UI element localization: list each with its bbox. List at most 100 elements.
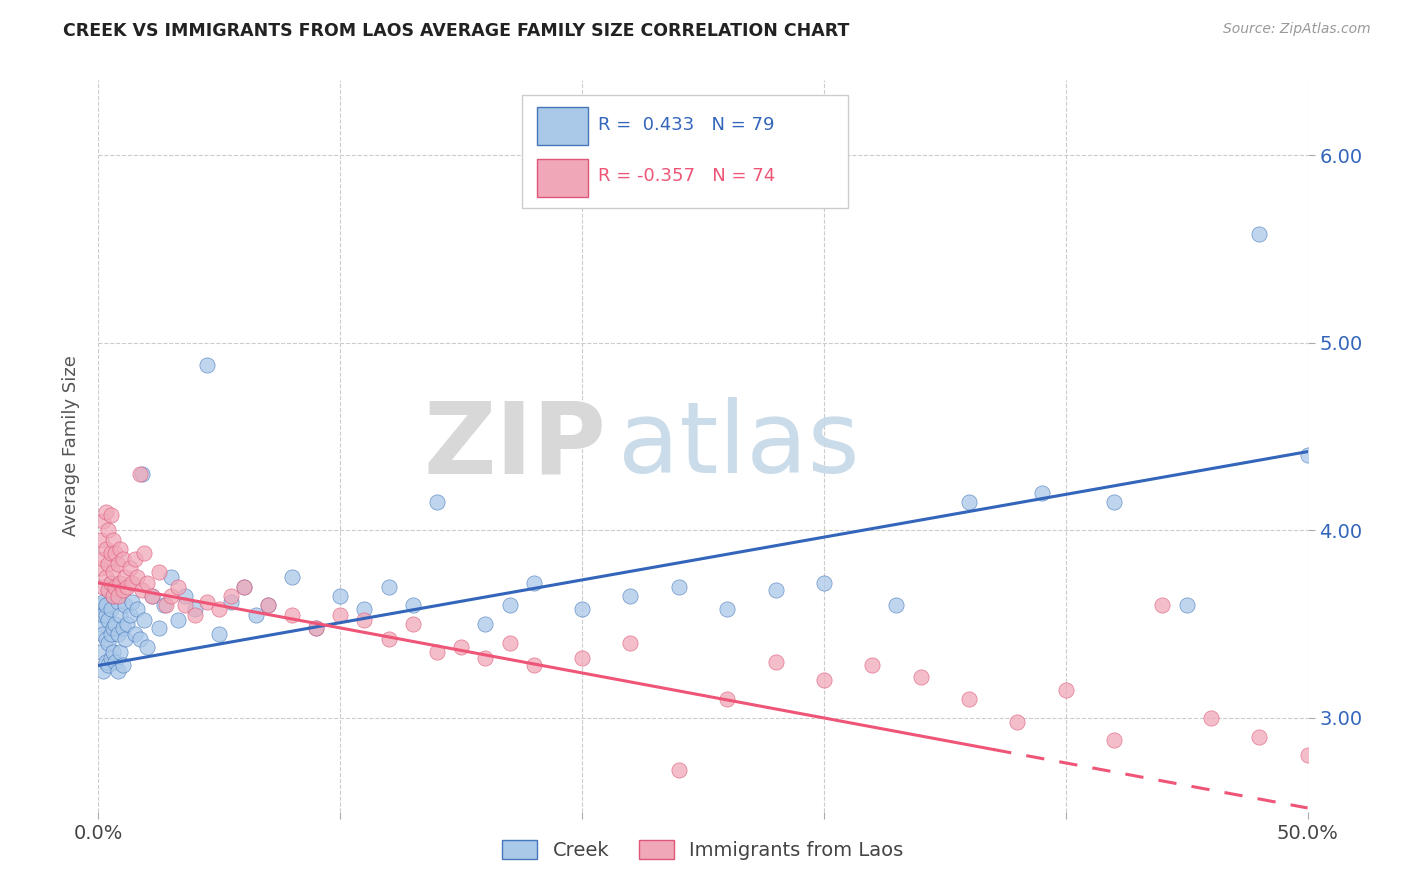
Point (498, 636, 520, 650)
Point (114, 599, 136, 613)
Point (100, 602, 122, 616)
Point (1249, 227, 1271, 241)
Point (184, 607, 207, 622)
Point (127, 570, 149, 584)
Point (100, 546, 122, 560)
Point (90, 617, 112, 632)
Point (1249, 730, 1271, 744)
Point (91, 607, 114, 622)
Legend: Creek, Immigrants from Laos: Creek, Immigrants from Laos (495, 831, 911, 868)
Point (221, 589, 243, 603)
Point (91, 551, 114, 566)
Point (1296, 748, 1319, 763)
Point (101, 533, 124, 547)
Point (101, 589, 124, 603)
Point (97, 636, 120, 650)
Point (114, 632, 136, 647)
Point (886, 599, 908, 613)
Point (91, 664, 114, 678)
FancyBboxPatch shape (537, 159, 588, 196)
Point (97, 524, 120, 538)
Y-axis label: Average Family Size: Average Family Size (62, 356, 80, 536)
Point (474, 651, 496, 665)
Point (101, 565, 124, 579)
Point (90, 561, 112, 575)
Point (111, 583, 134, 598)
Point (131, 583, 153, 598)
Point (167, 614, 190, 628)
Point (108, 575, 131, 590)
Point (329, 607, 352, 622)
Point (571, 651, 593, 665)
Point (128, 632, 150, 647)
Point (131, 467, 153, 482)
Point (716, 602, 738, 616)
Point (117, 580, 139, 594)
Point (208, 602, 231, 616)
Point (523, 658, 546, 673)
Point (160, 589, 183, 603)
Point (668, 580, 690, 594)
Point (118, 561, 141, 575)
Point (256, 599, 278, 613)
Point (377, 632, 399, 647)
Text: atlas: atlas (619, 398, 860, 494)
Point (765, 583, 787, 598)
Point (619, 636, 641, 650)
Point (148, 565, 170, 579)
Point (813, 673, 835, 688)
Point (174, 589, 197, 603)
Point (104, 617, 127, 632)
Point (402, 617, 425, 632)
Point (1175, 599, 1198, 613)
Point (134, 546, 156, 560)
Text: CREEK VS IMMIGRANTS FROM LAOS AVERAGE FAMILY SIZE CORRELATION CHART: CREEK VS IMMIGRANTS FROM LAOS AVERAGE FA… (63, 22, 849, 40)
Point (426, 495, 449, 509)
Point (94, 505, 117, 519)
Point (107, 664, 129, 678)
Point (97, 583, 120, 598)
Point (107, 626, 129, 640)
Point (100, 626, 122, 640)
Point (100, 575, 122, 590)
Point (377, 580, 399, 594)
Point (860, 658, 883, 673)
Point (155, 599, 177, 613)
Point (101, 621, 124, 635)
Point (141, 589, 163, 603)
Text: Source: ZipAtlas.com: Source: ZipAtlas.com (1223, 22, 1371, 37)
Point (111, 551, 134, 566)
Point (97, 614, 120, 628)
Point (108, 542, 131, 557)
Point (97, 658, 120, 673)
Point (426, 645, 449, 659)
Point (90, 533, 112, 547)
Point (121, 595, 143, 609)
Point (111, 621, 134, 635)
Point (957, 692, 980, 706)
Point (91, 514, 114, 528)
Point (1199, 711, 1222, 725)
Point (104, 546, 127, 560)
Point (571, 602, 593, 616)
Point (523, 575, 546, 590)
Point (1296, 449, 1319, 463)
Point (104, 583, 127, 598)
Point (910, 670, 932, 684)
Point (402, 599, 425, 613)
Point (152, 599, 174, 613)
Point (174, 599, 197, 613)
Point (90, 599, 112, 613)
Point (160, 570, 183, 584)
Point (128, 467, 150, 482)
Point (281, 607, 304, 622)
Point (305, 621, 328, 635)
Point (195, 595, 218, 609)
Point (813, 575, 835, 590)
Point (221, 595, 243, 609)
Point (107, 589, 129, 603)
Point (1102, 495, 1125, 509)
Point (208, 626, 231, 640)
Text: R =  0.433   N = 79: R = 0.433 N = 79 (598, 116, 775, 134)
Point (101, 589, 124, 603)
